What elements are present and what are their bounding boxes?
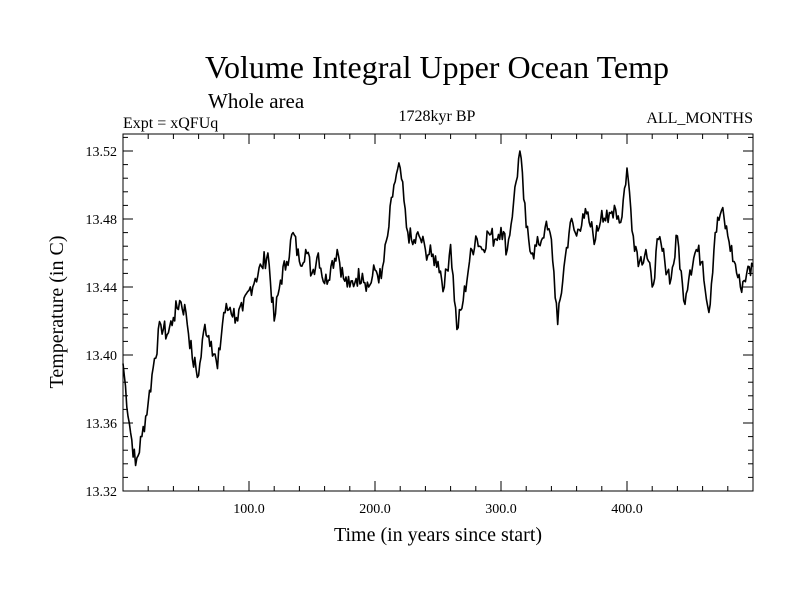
x-tick-label: 400.0	[611, 502, 643, 517]
y-tick-label: 13.48	[86, 213, 118, 228]
period-label: 1728kyr BP	[399, 108, 476, 125]
plot-frame	[122, 133, 754, 492]
y-axis-ticks	[123, 136, 753, 492]
y-tick-label: 13.52	[86, 145, 118, 160]
y-axis-label: Temperature (in C)	[46, 236, 68, 389]
y-tick-label: 13.40	[86, 349, 118, 364]
x-tick-label: 200.0	[359, 502, 391, 517]
x-axis-tick-labels: 100.0 200.0 300.0 400.0	[233, 502, 643, 517]
chart-title: Volume Integral Upper Ocean Temp	[205, 49, 669, 85]
y-tick-label: 13.36	[86, 417, 118, 432]
x-tick-label: 300.0	[485, 502, 517, 517]
x-tick-label: 100.0	[233, 502, 265, 517]
chart-subtitle: Whole area	[208, 89, 305, 113]
y-tick-label: 13.32	[86, 485, 118, 500]
series-line-temperature	[122, 150, 754, 467]
experiment-label: Expt = xQFUq	[123, 115, 218, 132]
y-axis-tick-labels: 13.32 13.36 13.40 13.44 13.48 13.52	[86, 145, 118, 500]
x-axis-ticks	[147, 134, 729, 491]
y-tick-label: 13.44	[86, 281, 118, 296]
x-axis-label: Time (in years since start)	[334, 524, 542, 546]
months-label: ALL_MONTHS	[646, 110, 753, 127]
